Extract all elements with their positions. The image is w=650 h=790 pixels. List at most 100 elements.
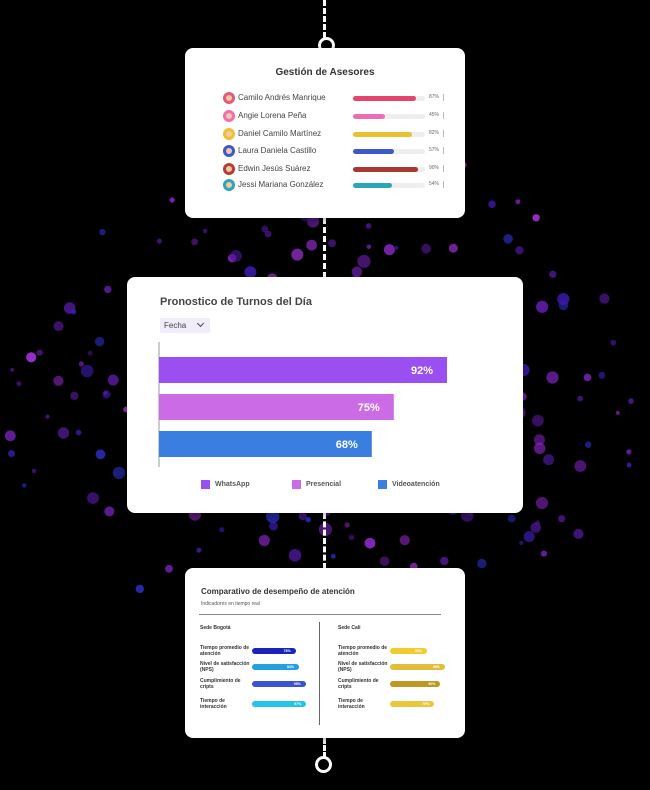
metric-bar: 97%: [252, 701, 307, 707]
connector-line-middle-1: [323, 218, 326, 278]
metric-row: Nivel de satisfacción (NPS) 98%: [338, 661, 458, 676]
advisor-percent: 90%: [429, 165, 440, 171]
forecast-card: Pronostico de Turnos del Día Fecha 92% 75…: [127, 277, 523, 513]
advisor-progress-track: [353, 96, 425, 101]
metric-bar: 96%: [252, 681, 306, 687]
comparison-card-subtitle: Indicadores en tiempo real: [201, 601, 260, 607]
advisor-row: Laura Daniela Castillo 57%: [223, 145, 453, 159]
advisor-tick: [443, 181, 444, 188]
advisor-percent: 54%: [429, 181, 440, 187]
advisor-percent: 45%: [429, 112, 440, 118]
comparison-card-title: Comparativo de desempeño de atención: [201, 587, 355, 596]
date-filter-label: Fecha: [164, 321, 187, 330]
advisor-name: Jessi Mariana González: [238, 180, 324, 189]
metric-value: 66%: [414, 648, 422, 653]
advisor-name: Daniel Camilo Martínez: [238, 129, 322, 138]
chart-bar-value-label: 75%: [358, 402, 380, 414]
advisor-progress-track: [353, 132, 425, 137]
advisor-progress-fill: [353, 183, 392, 188]
metric-label: Cumplimiento de cripts: [200, 678, 241, 690]
chart-bar-presencial: [159, 394, 394, 420]
advisor-name: Laura Daniela Castillo: [238, 146, 317, 155]
connector-line-top: [323, 0, 326, 38]
advisor-name: Angie Lorena Peña: [238, 111, 307, 120]
advisor-percent: 87%: [429, 94, 440, 100]
chart-bar-whatsapp: [159, 357, 447, 383]
advisor-percent: 82%: [429, 130, 440, 136]
metric-row: Tiempo de interacción 79%: [338, 698, 458, 713]
metric-label: Nivel de satisfacción (NPS): [200, 661, 250, 673]
chart-bar-value-label: 92%: [411, 365, 433, 377]
avatar: [223, 128, 235, 140]
advisor-progress-fill: [353, 149, 395, 154]
avatar-face: [226, 166, 232, 172]
metric-value: 78%: [283, 648, 291, 653]
forecast-bar-chart: 92% 75% 68%: [158, 342, 447, 467]
advisor-progress-fill: [353, 114, 386, 119]
metric-label: Tiempo de interacción: [338, 698, 365, 710]
connector-line-bottom: [323, 738, 326, 758]
chevron-down-icon: [196, 319, 205, 328]
advisor-row: Jessi Mariana González 54%: [223, 179, 453, 193]
metric-bar: 78%: [252, 648, 296, 654]
advisors-card-title: Gestión de Asesores: [275, 67, 375, 78]
advisor-progress-fill: [353, 132, 413, 137]
metric-value: 84%: [286, 664, 294, 669]
metric-value: 90%: [428, 681, 436, 686]
metric-label: Tiempo de interacción: [200, 698, 227, 710]
metric-label: Tiempo promedio de atención: [200, 645, 250, 657]
avatar-face: [226, 148, 232, 154]
legend-swatch: [201, 480, 210, 489]
advisor-name: Edwin Jesús Suárez: [238, 164, 311, 173]
metric-label: Tiempo promedio de atención: [338, 645, 388, 657]
metric-row: Tiempo promedio de atención 66%: [338, 645, 458, 660]
avatar: [223, 179, 235, 191]
avatar: [223, 92, 235, 104]
avatar-face: [226, 131, 232, 137]
avatar: [223, 145, 235, 157]
advisor-progress-track: [353, 167, 425, 172]
metric-value: 96%: [293, 681, 301, 686]
advisor-tick: [443, 130, 444, 137]
metric-bar: 98%: [390, 664, 445, 670]
avatar: [223, 163, 235, 175]
metric-row: Nivel de satisfacción (NPS) 84%: [200, 661, 320, 676]
metric-value: 79%: [422, 701, 430, 706]
avatar-face: [226, 95, 232, 101]
avatar-face: [226, 182, 232, 188]
metric-label: Cumplimiento de cripts: [338, 678, 379, 690]
metric-row: Cumplimiento de cripts 96%: [200, 678, 320, 693]
advisor-row: Daniel Camilo Martínez 82%: [223, 128, 453, 142]
advisor-tick: [443, 112, 444, 119]
legend-label: WhatsApp: [215, 481, 250, 488]
column-divider: [319, 622, 320, 725]
advisor-row: Angie Lorena Peña 45%: [223, 110, 453, 124]
metric-value: 97%: [294, 701, 302, 706]
advisor-row: Edwin Jesús Suárez 90%: [223, 163, 453, 177]
connector-line-middle-2: [323, 513, 326, 569]
legend-swatch: [292, 480, 301, 489]
advisor-row: Camilo Andrés Manrique 87%: [223, 92, 453, 106]
comparison-card: Comparativo de desempeño de atención Ind…: [185, 568, 465, 738]
metric-label: Nivel de satisfacción (NPS): [338, 661, 388, 673]
advisor-progress-track: [353, 149, 425, 154]
metric-row: Tiempo de interacción 97%: [200, 698, 320, 713]
advisors-card: Gestión de Asesores Camilo Andrés Manriq…: [185, 48, 465, 218]
chart-bar-value-label: 68%: [336, 439, 358, 451]
legend-label: Presencial: [306, 481, 342, 488]
advisor-progress-fill: [353, 167, 418, 172]
advisor-name: Camilo Andrés Manrique: [238, 93, 326, 102]
advisor-tick: [443, 94, 444, 101]
date-filter-dropdown[interactable]: Fecha: [160, 318, 210, 333]
forecast-card-title: Pronostico de Turnos del Día: [160, 296, 312, 308]
advisor-tick: [443, 147, 444, 154]
sede-heading: Sede Cali: [338, 625, 361, 631]
advisor-progress-track: [353, 114, 425, 119]
metric-bar: 84%: [252, 664, 299, 670]
legend-swatch: [378, 480, 387, 489]
metric-row: Tiempo promedio de atención 78%: [200, 645, 320, 660]
chart-bar-videoatención: [159, 431, 372, 457]
advisor-progress-track: [353, 183, 425, 188]
advisor-percent: 57%: [429, 147, 440, 153]
metric-bar: 90%: [390, 681, 441, 687]
